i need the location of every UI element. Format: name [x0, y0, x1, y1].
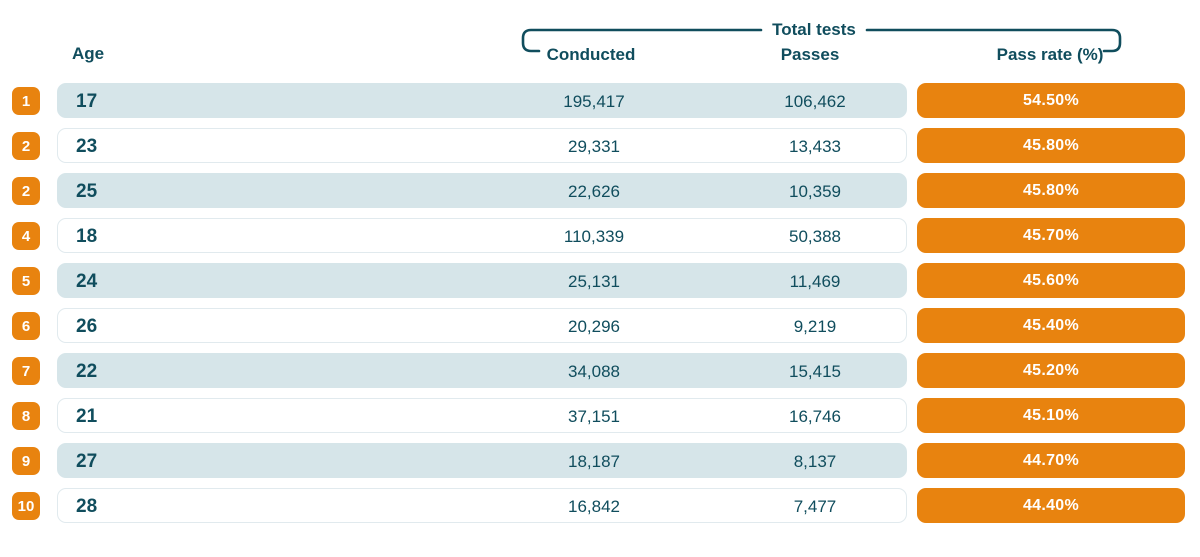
age-value: 26	[76, 316, 98, 337]
pass-rate-pill: 45.80%	[917, 173, 1185, 208]
rank-value: 6	[21, 317, 31, 335]
age-value: 28	[76, 496, 98, 517]
table-row: 7 22 34,088 15,415 45.20%	[0, 353, 1200, 388]
rank-value: 9	[21, 452, 31, 470]
row-main: 26 20,296 9,219	[57, 308, 907, 343]
rank-value: 8	[21, 407, 31, 425]
passes-value: 106,462	[784, 92, 846, 111]
pass-rate-value: 45.20%	[1022, 361, 1080, 379]
rank-value: 1	[21, 92, 31, 110]
pass-rate-value: 44.40%	[1022, 496, 1080, 514]
passes-value: 13,433	[789, 137, 841, 156]
passes-value: 8,137	[793, 452, 837, 471]
row-main: 21 37,151 16,746	[57, 398, 907, 433]
rank-badge: 9	[12, 447, 40, 475]
passes-value: 11,469	[789, 272, 841, 291]
pass-rate-value: 45.70%	[1022, 226, 1080, 244]
passes-column-header: Passes	[780, 45, 840, 64]
conducted-value: 29,331	[568, 137, 620, 156]
conducted-column-header: Conducted	[546, 45, 636, 64]
table-row: 2 23 29,331 13,433 45.80%	[0, 128, 1200, 163]
rank-value: 10	[17, 497, 35, 515]
conducted-value: 18,187	[568, 452, 620, 471]
rank-badge: 1	[12, 87, 40, 115]
rank-value: 2	[21, 137, 31, 155]
row-main: 25 22,626 10,359	[57, 173, 907, 208]
conducted-value: 110,339	[563, 227, 625, 246]
pass-rate-pill: 45.10%	[917, 398, 1185, 433]
pass-rate-value: 45.10%	[1022, 406, 1080, 424]
rank-badge: 2	[12, 132, 40, 160]
table-row: 8 21 37,151 16,746 45.10%	[0, 398, 1200, 433]
conducted-value: 25,131	[568, 272, 620, 291]
age-value: 24	[76, 271, 98, 292]
rank-badge: 5	[12, 267, 40, 295]
total-tests-group-header: Total tests	[772, 20, 856, 39]
total-tests-bracket	[521, 28, 1122, 53]
rank-value: 5	[21, 272, 31, 290]
table-row: 2 25 22,626 10,359 45.80%	[0, 173, 1200, 208]
row-main: 28 16,842 7,477	[57, 488, 907, 523]
pass-rate-pill: 45.20%	[917, 353, 1185, 388]
pass-rate-pill: 44.40%	[917, 488, 1185, 523]
pass-rate-value: 45.60%	[1022, 271, 1080, 289]
rank-badge: 6	[12, 312, 40, 340]
age-value: 17	[76, 91, 98, 112]
pass-rate-value: 54.50%	[1022, 91, 1080, 109]
rank-badge: 2	[12, 177, 40, 205]
row-main: 24 25,131 11,469	[57, 263, 907, 298]
pass-rate-pill: 45.80%	[917, 128, 1185, 163]
age-column-header: Age	[72, 44, 105, 63]
passes-value: 9,219	[793, 317, 837, 336]
table-row: 10 28 16,842 7,477 44.40%	[0, 488, 1200, 523]
row-main: 23 29,331 13,433	[57, 128, 907, 163]
row-main: 17 195,417 106,462	[57, 83, 907, 118]
rank-badge: 8	[12, 402, 40, 430]
passes-value: 16,746	[789, 407, 841, 426]
conducted-value: 22,626	[568, 182, 620, 201]
age-value: 23	[76, 136, 98, 157]
age-value: 18	[76, 226, 98, 247]
pass-rate-pill: 45.70%	[917, 218, 1185, 253]
rank-value: 7	[21, 362, 31, 380]
rank-value: 2	[21, 182, 31, 200]
age-value: 25	[76, 181, 98, 202]
age-value: 21	[76, 406, 98, 427]
table-row: 5 24 25,131 11,469 45.60%	[0, 263, 1200, 298]
pass-rate-value: 45.80%	[1022, 181, 1080, 199]
pass-rate-pill: 45.40%	[917, 308, 1185, 343]
conducted-value: 37,151	[568, 407, 620, 426]
age-value: 27	[76, 451, 98, 472]
row-main: 18 110,339 50,388	[57, 218, 907, 253]
pass-rate-column-header: Pass rate (%)	[996, 45, 1104, 64]
conducted-value: 16,842	[568, 497, 620, 516]
passes-value: 7,477	[793, 497, 837, 516]
row-main: 22 34,088 15,415	[57, 353, 907, 388]
table-row: 9 27 18,187 8,137 44.70%	[0, 443, 1200, 478]
pass-rate-pill: 54.50%	[917, 83, 1185, 118]
rank-badge: 4	[12, 222, 40, 250]
pass-rate-value: 44.70%	[1022, 451, 1080, 469]
conducted-value: 195,417	[563, 92, 625, 111]
pass-rate-pill: 44.70%	[917, 443, 1185, 478]
passes-value: 50,388	[789, 227, 841, 246]
row-main: 27 18,187 8,137	[57, 443, 907, 478]
table-row: 4 18 110,339 50,388 45.70%	[0, 218, 1200, 253]
table-row: 6 26 20,296 9,219 45.40%	[0, 308, 1200, 343]
passes-value: 15,415	[789, 362, 841, 381]
rank-badge: 10	[12, 492, 40, 520]
conducted-value: 20,296	[568, 317, 620, 336]
table-row: 1 17 195,417 106,462 54.50%	[0, 83, 1200, 118]
pass-rate-pill: 45.60%	[917, 263, 1185, 298]
rank-badge: 7	[12, 357, 40, 385]
conducted-value: 34,088	[568, 362, 620, 381]
pass-rate-value: 45.40%	[1022, 316, 1080, 334]
age-value: 22	[76, 361, 98, 382]
passes-value: 10,359	[789, 182, 841, 201]
pass-rate-value: 45.80%	[1022, 136, 1080, 154]
rank-value: 4	[21, 227, 31, 245]
